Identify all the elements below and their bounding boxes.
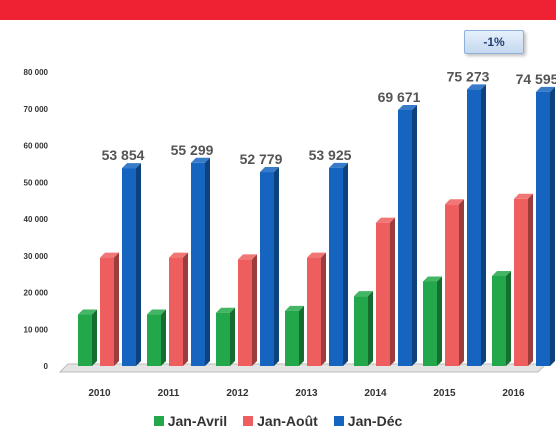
bar-jan-d-c-2013 [329, 162, 348, 366]
bar-jan-d-c-2010 [122, 163, 141, 366]
bar-jan-d-c-2011 [191, 157, 210, 366]
y-tick-label: 20 000 [24, 289, 49, 298]
legend-swatch-jan-avril [153, 416, 164, 426]
x-tick-label-2013: 2013 [295, 388, 318, 399]
change-badge: -1% [464, 30, 524, 54]
data-label-2012: 52 779 [240, 151, 283, 167]
bar-jan-avril-2015 [423, 276, 442, 366]
y-tick-label: 50 000 [24, 178, 49, 187]
data-label-2010: 53 854 [102, 147, 145, 163]
x-tick-label-2012: 2012 [226, 388, 249, 399]
bar-chart: 0 10 000 20 000 30 000 40 000 50 000 60 000 70 … [24, 68, 556, 399]
y-tick-label: 30 000 [24, 252, 49, 261]
bar-jan-avril-2014 [354, 291, 373, 366]
legend-label-jan-dec: Jan-Déc [347, 413, 403, 429]
bar-jan-avril-2010 [78, 309, 97, 366]
y-tick-label: 60 000 [24, 142, 49, 151]
bar-jan-ao-t-2016 [514, 193, 533, 366]
bar-jan-ao-t-2013 [307, 252, 326, 366]
legend-item-jan-avril: Jan-Avril [153, 413, 228, 429]
y-tick-label: 70 000 [24, 105, 49, 114]
legend-label-jan-aout: Jan-Août [257, 413, 318, 429]
bar-jan-ao-t-2012 [238, 254, 257, 366]
x-tick-label-2016: 2016 [502, 388, 525, 399]
x-tick-label-2010: 2010 [88, 388, 111, 399]
top-banner [0, 0, 556, 20]
legend-item-jan-aout: Jan-Août [243, 413, 318, 429]
bar-jan-avril-2011 [147, 309, 166, 366]
data-label-2013: 53 925 [309, 147, 352, 163]
data-label-2016: 74 595 [516, 71, 556, 87]
bar-jan-d-c-2012 [260, 167, 279, 366]
chart-legend: Jan-Avril Jan-Août Jan-Déc [0, 410, 556, 432]
bar-jan-ao-t-2014 [376, 217, 395, 366]
x-tick-label-2011: 2011 [158, 388, 180, 399]
legend-item-jan-dec: Jan-Déc [333, 413, 403, 429]
bar-jan-d-c-2016 [536, 86, 555, 366]
bar-jan-d-c-2014 [398, 104, 417, 366]
data-label-2015: 75 273 [447, 68, 490, 84]
bar-jan-avril-2013 [285, 305, 304, 366]
bar-jan-ao-t-2011 [169, 252, 188, 366]
bar-jan-avril-2016 [492, 270, 511, 366]
y-tick-label: 10 000 [24, 325, 49, 334]
bar-jan-d-c-2015 [467, 84, 486, 366]
legend-swatch-jan-aout [243, 416, 254, 426]
x-tick-label-2015: 2015 [433, 388, 456, 399]
y-tick-label: 0 [44, 362, 49, 371]
data-label-2014: 69 671 [378, 89, 421, 105]
y-axis: 0 10 000 20 000 30 000 40 000 50 000 60 000 70 … [24, 68, 49, 371]
y-tick-label: 40 000 [24, 215, 49, 224]
x-axis: 2010 2011 2012 2013 2014 2015 2016 [88, 388, 525, 399]
bar-jan-ao-t-2010 [100, 252, 119, 366]
y-tick-label: 80 000 [24, 68, 49, 77]
x-tick-label-2014: 2014 [364, 388, 387, 399]
bar-jan-avril-2012 [216, 307, 235, 366]
bar-jan-ao-t-2015 [445, 199, 464, 366]
chart-bars [78, 84, 555, 366]
legend-label-jan-avril: Jan-Avril [167, 413, 228, 429]
legend-swatch-jan-dec [333, 416, 344, 426]
data-label-2011: 55 299 [171, 142, 214, 158]
data-labels: 53 854 55 299 52 779 53 925 69 671 75 273 74 5… [102, 68, 556, 167]
change-badge-label: -1% [483, 35, 505, 49]
